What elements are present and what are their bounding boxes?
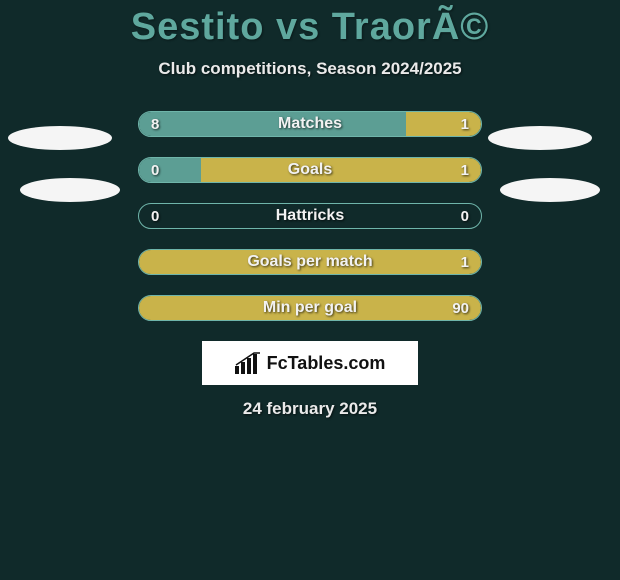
stat-row: Min per goal90 — [0, 295, 620, 321]
bar-right — [201, 158, 481, 182]
logo-text: FcTables.com — [267, 353, 386, 374]
logo-box: FcTables.com — [202, 341, 418, 385]
decorative-oval — [488, 126, 592, 150]
chart-icon — [235, 352, 261, 374]
subtitle: Club competitions, Season 2024/2025 — [0, 59, 620, 79]
bar-right — [139, 296, 481, 320]
bar-right — [139, 250, 481, 274]
bar-value-right: 0 — [461, 204, 469, 228]
bar-label: Hattricks — [139, 204, 481, 228]
stat-row: Goals per match1 — [0, 249, 620, 275]
decorative-oval — [8, 126, 112, 150]
date-label: 24 february 2025 — [0, 399, 620, 419]
bar-track: Goals01 — [138, 157, 482, 183]
decorative-oval — [500, 178, 600, 202]
bar-track: Matches81 — [138, 111, 482, 137]
bar-left — [139, 158, 201, 182]
bar-value-left: 0 — [151, 204, 159, 228]
page-title: Sestito vs TraorÃ© — [0, 0, 620, 49]
decorative-oval — [20, 178, 120, 202]
bar-track: Goals per match1 — [138, 249, 482, 275]
bar-right — [406, 112, 481, 136]
bar-left — [139, 112, 406, 136]
bar-track: Hattricks0 0 — [138, 203, 482, 229]
stat-row: Hattricks0 0 — [0, 203, 620, 229]
bar-track: Min per goal90 — [138, 295, 482, 321]
